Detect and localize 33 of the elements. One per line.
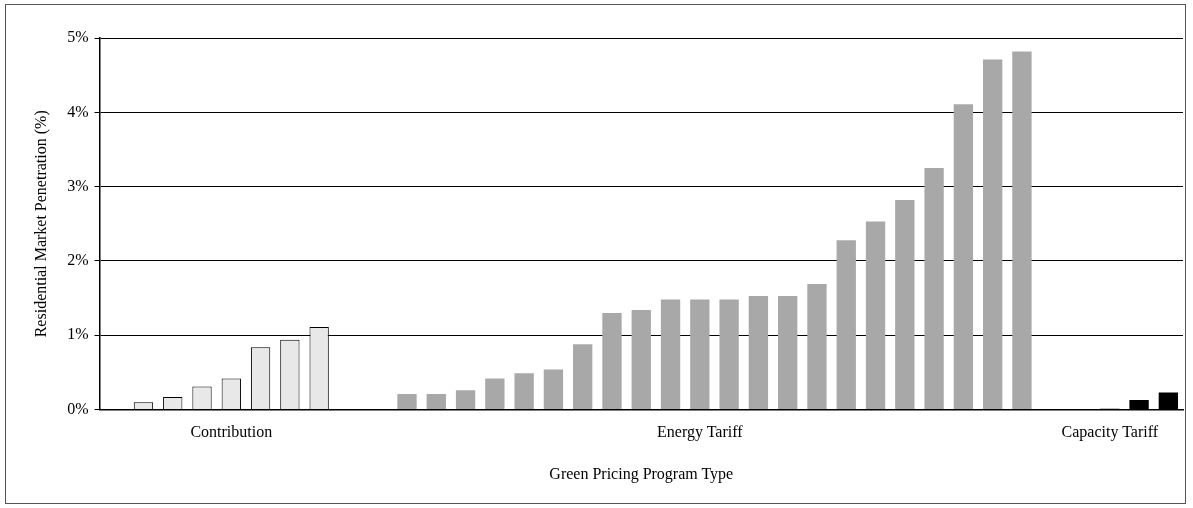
bar: [455, 390, 476, 410]
bar: [748, 295, 769, 410]
y-tick-label: 0%: [67, 399, 89, 417]
bar: [602, 312, 622, 410]
bar: [807, 284, 827, 410]
bar: [514, 373, 534, 410]
bar: [895, 200, 915, 410]
bar: [397, 393, 417, 410]
bar: [983, 59, 1003, 410]
bar: [953, 104, 974, 410]
bar: [865, 221, 886, 410]
bar: [543, 369, 564, 410]
y-tick-label: 3%: [67, 176, 89, 194]
y-tick-label: 1%: [67, 325, 89, 343]
bar: [690, 299, 710, 410]
bar: [485, 378, 505, 410]
y-axis-title: Residential Market Penetration (%): [31, 110, 50, 338]
bar: [631, 310, 651, 410]
y-tick-label: 5%: [67, 28, 89, 46]
x-tick-label: Capacity Tariff: [1061, 423, 1159, 442]
bar: [660, 299, 681, 410]
bar: [426, 393, 446, 410]
bar: [1012, 51, 1032, 410]
x-axis-title: Green Pricing Program Type: [549, 464, 734, 483]
bar: [573, 344, 593, 410]
bar: [924, 168, 944, 410]
bar: [836, 240, 856, 410]
bar: [778, 295, 798, 410]
y-tick-label: 4%: [67, 102, 89, 120]
x-tick-label: Energy Tariff: [657, 423, 744, 442]
x-tick-label: Contribution: [190, 423, 273, 441]
bar: [719, 299, 739, 410]
y-tick-label: 2%: [67, 251, 89, 269]
